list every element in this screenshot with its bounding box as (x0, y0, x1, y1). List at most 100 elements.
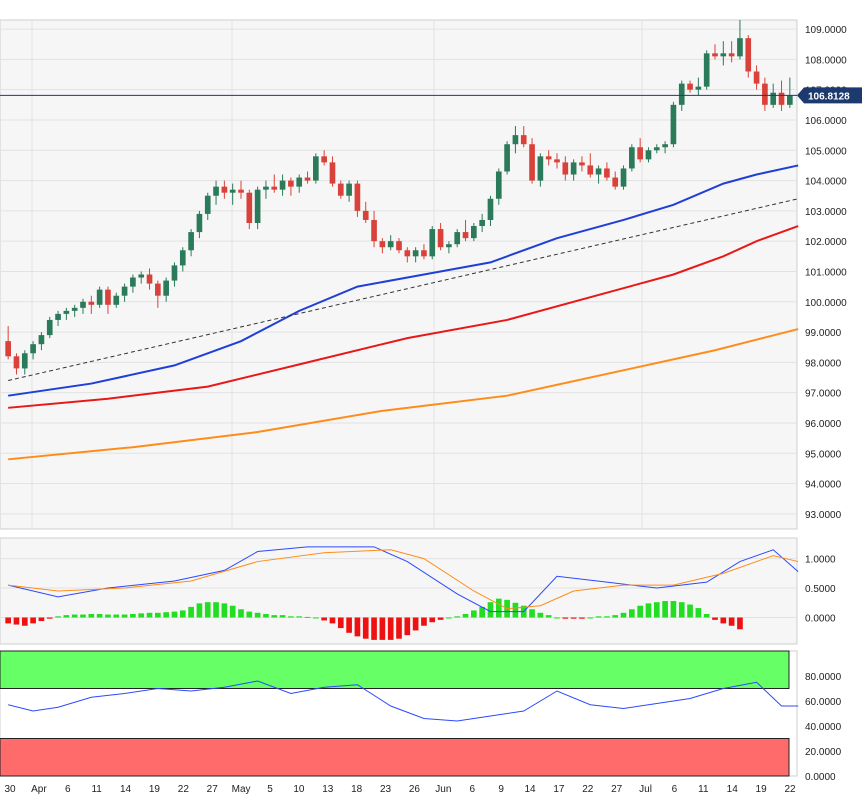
x-tick-label: 10 (293, 784, 305, 795)
candle-body (63, 310, 70, 314)
osc-histogram-bar (346, 617, 352, 633)
candle-body (629, 147, 635, 169)
price-y-tick-label: 106.0000 (805, 116, 847, 127)
osc-histogram-bar (379, 617, 386, 640)
oscillator-panel: 1.0000 0.5000 0.0000 (0, 537, 836, 645)
candle-body (71, 307, 78, 311)
price-y-tick-label: 104.0000 (805, 177, 847, 188)
osc-y-tick-label: 0.5000 (805, 584, 836, 595)
candle-body (753, 71, 760, 84)
candle-body (263, 186, 269, 190)
candle-body (396, 241, 402, 251)
candle-body (362, 210, 369, 220)
candle-body (762, 83, 768, 105)
candle-body (487, 198, 494, 220)
candle-body (354, 183, 361, 211)
price-y-tick-label: 109.0000 (805, 25, 847, 36)
candle-body (728, 53, 735, 57)
candle-body (504, 144, 510, 172)
rsi-y-tick-label: 80.0000 (805, 672, 842, 683)
osc-histogram-bar (238, 609, 244, 618)
osc-histogram-bar (21, 617, 28, 626)
osc-histogram-bar (38, 617, 45, 622)
x-tick-label: 6 (469, 784, 475, 795)
osc-histogram-bar (462, 613, 469, 618)
osc-histogram-bar (155, 612, 161, 618)
x-tick-label: 11 (698, 784, 709, 795)
osc-histogram-bar (637, 605, 643, 618)
candle-body (695, 86, 702, 90)
osc-histogram-bar (55, 616, 61, 618)
candle-body (30, 344, 36, 354)
candle-body (21, 353, 28, 369)
x-tick-label: 13 (322, 784, 334, 795)
candle-body (545, 156, 552, 160)
candle-body (712, 53, 718, 57)
osc-histogram-bar (703, 613, 710, 618)
osc-histogram-bar (412, 617, 419, 631)
x-tick-label: 23 (380, 784, 392, 795)
osc-histogram-bar (371, 617, 377, 640)
osc-histogram-bar (487, 602, 494, 618)
price-y-tick-label: 94.0000 (805, 480, 842, 491)
osc-histogram-bar (362, 617, 369, 639)
candle-body (88, 301, 95, 305)
candle-body (678, 83, 685, 105)
candle-body (313, 156, 319, 181)
x-tick-label: 6 (672, 784, 678, 795)
price-y-tick-label: 108.0000 (805, 55, 847, 66)
candle-body (512, 135, 519, 145)
price-y-tick-label: 97.0000 (805, 389, 842, 400)
candle-body (670, 104, 677, 145)
x-tick-label: 27 (611, 784, 623, 795)
osc-histogram-bar (337, 617, 344, 629)
osc-histogram-bar (562, 617, 569, 619)
candle-body (437, 229, 444, 248)
candle-body (421, 250, 427, 257)
price-y-tick-label: 101.0000 (805, 267, 847, 278)
candle-body (146, 274, 153, 284)
candle-body (13, 356, 20, 369)
candle-body (778, 92, 785, 105)
osc-histogram-bar (554, 617, 560, 619)
candle-body (55, 313, 61, 320)
candle-body (720, 53, 727, 57)
price-y-tick-label: 105.0000 (805, 146, 847, 157)
rsi-y-tick-label: 0.0000 (805, 772, 836, 783)
osc-histogram-bar (63, 615, 70, 618)
rsi-panel: 80.0000 60.0000 40.0000 20.0000 0.0000 (0, 650, 842, 783)
candle-body (662, 144, 668, 148)
osc-histogram-bar (653, 602, 660, 618)
candle-body (204, 195, 211, 214)
osc-histogram-bar (421, 617, 427, 626)
osc-histogram-bar (579, 617, 585, 619)
candle-body (770, 92, 777, 105)
candle-body (454, 232, 461, 245)
candle-body (387, 241, 394, 248)
x-tick-label: 19 (756, 784, 768, 795)
osc-histogram-bar (437, 617, 444, 620)
rsi-overbought-zone (0, 650, 790, 689)
osc-histogram-bar (171, 611, 178, 618)
current-price-badge (797, 87, 862, 104)
candle-body (562, 162, 569, 175)
rsi-oversold-zone (0, 738, 790, 777)
candle-body (404, 250, 411, 257)
osc-histogram-bar (529, 609, 535, 618)
osc-histogram-bar (313, 617, 319, 619)
x-tick-label: 22 (178, 784, 190, 795)
price-plot-area (0, 19, 798, 530)
x-tick-label: 26 (409, 784, 421, 795)
candle-body (130, 277, 136, 287)
osc-histogram-bar (687, 604, 693, 618)
candle-body (196, 213, 203, 233)
x-tick-label: 18 (351, 784, 363, 795)
candle-body (495, 171, 502, 199)
price-y-tick-label: 93.0000 (805, 510, 842, 521)
osc-histogram-bar (620, 612, 627, 618)
osc-histogram-bar (595, 616, 602, 618)
x-tick-label: 14 (727, 784, 739, 795)
candle-body (620, 168, 627, 187)
candle-body (479, 219, 485, 227)
